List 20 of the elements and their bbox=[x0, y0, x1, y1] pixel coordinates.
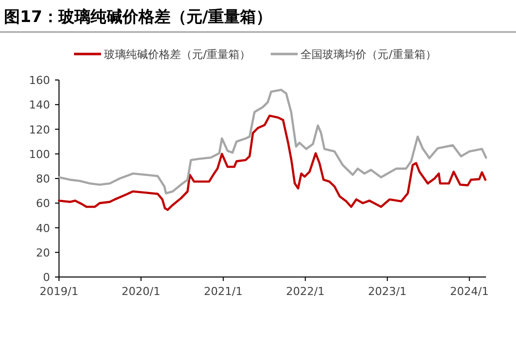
x-tick-label: 2020/1 bbox=[122, 285, 160, 298]
legend-label: 玻璃纯碱价格差（元/重量箱） bbox=[104, 48, 251, 61]
legend-label: 全国玻璃均价（元/重量箱） bbox=[300, 48, 436, 61]
y-tick-label: 100 bbox=[29, 148, 50, 161]
y-tick-label: 60 bbox=[36, 197, 50, 210]
x-tick-label: 2023/1 bbox=[368, 285, 407, 298]
line-series bbox=[58, 114, 486, 211]
y-tick-label: 20 bbox=[36, 246, 50, 260]
line-series bbox=[58, 88, 488, 194]
x-tick-label: 2021/1 bbox=[204, 285, 243, 298]
y-tick-label: 140 bbox=[29, 98, 50, 112]
x-tick-label: 2019/1 bbox=[40, 285, 78, 298]
x-tick-label: 2022/1 bbox=[286, 285, 325, 298]
y-tick-label: 0 bbox=[43, 271, 50, 284]
x-tick-label: 2024/1 bbox=[450, 285, 489, 298]
y-tick-label: 120 bbox=[29, 123, 50, 136]
y-tick-label: 160 bbox=[29, 74, 50, 87]
y-tick-label: 40 bbox=[36, 222, 50, 235]
y-tick-label: 80 bbox=[36, 172, 50, 186]
chart-title: 图17：玻璃纯碱价格差（元/重量箱） bbox=[4, 7, 272, 26]
